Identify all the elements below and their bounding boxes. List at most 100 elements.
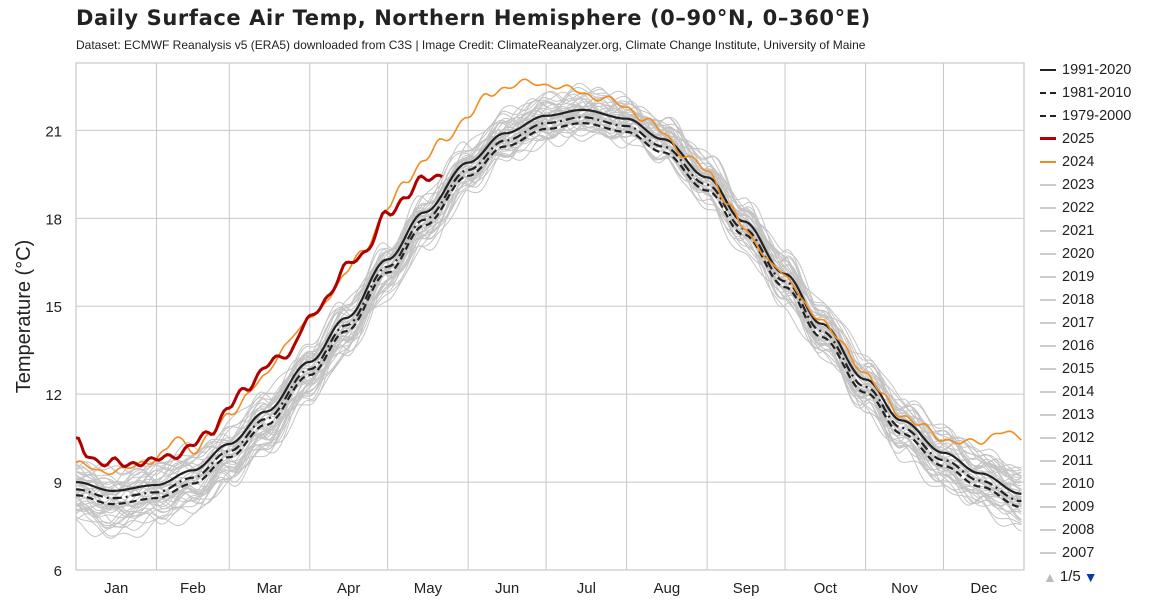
legend-label: 2008 xyxy=(1062,521,1095,538)
legend-swatch xyxy=(1040,298,1056,301)
legend-label: 2009 xyxy=(1062,498,1095,515)
legend-item-2012[interactable]: 2012 xyxy=(1040,426,1148,449)
series-line-2024 xyxy=(76,78,1022,476)
x-tick-label: Nov xyxy=(891,580,918,597)
legend-swatch xyxy=(1040,528,1056,531)
legend-swatch xyxy=(1040,183,1056,186)
legend-swatch xyxy=(1040,68,1056,71)
legend-swatch xyxy=(1040,367,1056,370)
legend-item-2011[interactable]: 2011 xyxy=(1040,449,1148,472)
plot-lines xyxy=(76,78,1022,539)
legend-item-2010[interactable]: 2010 xyxy=(1040,472,1148,495)
legend-item-2021[interactable]: 2021 xyxy=(1040,219,1148,242)
chart-area: 6 9 12 15 18 21 Jan Feb Mar Apr May Jun Jul Aug Sep Oct… xyxy=(13,62,1025,597)
past-year-line xyxy=(76,82,1022,496)
x-tick-label: Oct xyxy=(814,580,838,597)
chart-legend: 1991-2020 1981-2010 1979-2000 2025 2024 2023 2… xyxy=(1040,58,1148,564)
legend-label: 2017 xyxy=(1062,314,1095,331)
legend-item-1979-2000[interactable]: 1979-2000 xyxy=(1040,104,1148,127)
past-year-line xyxy=(76,117,1022,512)
past-year-line xyxy=(76,98,1022,484)
y-tick-label: 21 xyxy=(45,123,62,140)
legend-item-2018[interactable]: 2018 xyxy=(1040,288,1148,311)
legend-item-2024[interactable]: 2024 xyxy=(1040,150,1148,173)
legend-label: 2021 xyxy=(1062,222,1095,239)
legend-swatch xyxy=(1040,390,1056,393)
legend-label: 1991-2020 xyxy=(1062,61,1132,78)
triangle-up-icon[interactable]: ▲ xyxy=(1043,568,1057,585)
legend-item-2009[interactable]: 2009 xyxy=(1040,495,1148,518)
legend-item-2015[interactable]: 2015 xyxy=(1040,357,1148,380)
x-tick-label: Feb xyxy=(180,580,206,597)
legend-label: 2007 xyxy=(1062,544,1095,561)
legend-pager: ▲ 1/5 ▼ xyxy=(1043,568,1098,585)
past-year-line xyxy=(76,95,1022,492)
legend-page-indicator: 1/5 xyxy=(1059,568,1081,585)
legend-label: 2011 xyxy=(1062,452,1094,469)
legend-swatch xyxy=(1040,206,1056,209)
past-year-line xyxy=(76,93,1022,488)
legend-swatch xyxy=(1040,321,1056,324)
legend-swatch xyxy=(1040,344,1056,347)
legend-swatch xyxy=(1040,551,1056,554)
legend-swatch xyxy=(1040,137,1056,140)
legend-item-2019[interactable]: 2019 xyxy=(1040,265,1148,288)
legend-label: 2024 xyxy=(1062,153,1095,170)
legend-swatch xyxy=(1040,275,1056,278)
x-tick-label: May xyxy=(414,580,443,597)
legend-swatch xyxy=(1040,459,1056,462)
legend-label: 2025 xyxy=(1062,130,1095,147)
x-tick-label: Sep xyxy=(733,580,760,597)
legend-item-2016[interactable]: 2016 xyxy=(1040,334,1148,357)
y-axis-label: Temperature (°C) xyxy=(13,240,35,394)
legend-item-2022[interactable]: 2022 xyxy=(1040,196,1148,219)
legend-item-2017[interactable]: 2017 xyxy=(1040,311,1148,334)
legend-label: 2019 xyxy=(1062,268,1095,285)
x-tick-label: Mar xyxy=(257,580,283,597)
legend-item-2025[interactable]: 2025 xyxy=(1040,127,1148,150)
past-year-line xyxy=(76,88,1022,500)
legend-label: 2018 xyxy=(1062,291,1095,308)
legend-swatch xyxy=(1040,114,1056,117)
legend-item-2007[interactable]: 2007 xyxy=(1040,541,1148,564)
triangle-down-icon[interactable]: ▼ xyxy=(1083,568,1098,585)
y-tick-label: 15 xyxy=(45,299,62,316)
legend-label: 2012 xyxy=(1062,429,1095,446)
legend-label: 2022 xyxy=(1062,199,1095,216)
legend-swatch xyxy=(1040,482,1056,485)
legend-item-1991-2020[interactable]: 1991-2020 xyxy=(1040,58,1148,81)
legend-item-2008[interactable]: 2008 xyxy=(1040,518,1148,541)
past-year-line xyxy=(76,119,1022,513)
past-year-line xyxy=(76,112,1022,518)
legend-label: 2013 xyxy=(1062,406,1095,423)
legend-label: 2020 xyxy=(1062,245,1095,262)
series-line-1991-2020 xyxy=(76,108,1022,495)
legend-label: 2016 xyxy=(1062,337,1095,354)
x-tick-label: Jul xyxy=(577,580,596,597)
y-tick-label: 18 xyxy=(45,211,62,228)
legend-item-1981-2010[interactable]: 1981-2010 xyxy=(1040,81,1148,104)
series-line-1979-2000 xyxy=(76,121,1022,509)
legend-swatch xyxy=(1040,413,1056,416)
chart-title: Daily Surface Air Temp, Northern Hemisph… xyxy=(76,6,871,30)
legend-swatch xyxy=(1040,91,1056,94)
legend-label: 1979-2000 xyxy=(1062,107,1132,124)
legend-item-2023[interactable]: 2023 xyxy=(1040,173,1148,196)
legend-item-2013[interactable]: 2013 xyxy=(1040,403,1148,426)
x-tick-label: Aug xyxy=(654,580,681,597)
legend-label: 2023 xyxy=(1062,176,1095,193)
legend-label: 1981-2010 xyxy=(1062,84,1132,101)
legend-label: 2014 xyxy=(1062,383,1095,400)
legend-item-2020[interactable]: 2020 xyxy=(1040,242,1148,265)
legend-item-2014[interactable]: 2014 xyxy=(1040,380,1148,403)
x-tick-label: Dec xyxy=(970,580,997,597)
y-tick-label: 9 xyxy=(54,475,62,492)
legend-swatch xyxy=(1040,229,1056,232)
past-year-line xyxy=(76,113,1022,539)
x-tick-label: Jan xyxy=(104,580,128,597)
legend-swatch xyxy=(1040,160,1056,163)
legend-label: 2015 xyxy=(1062,360,1095,377)
y-tick-label: 12 xyxy=(45,387,62,404)
series-line-1981-2010 xyxy=(76,116,1022,503)
x-tick-label: Apr xyxy=(337,580,360,597)
